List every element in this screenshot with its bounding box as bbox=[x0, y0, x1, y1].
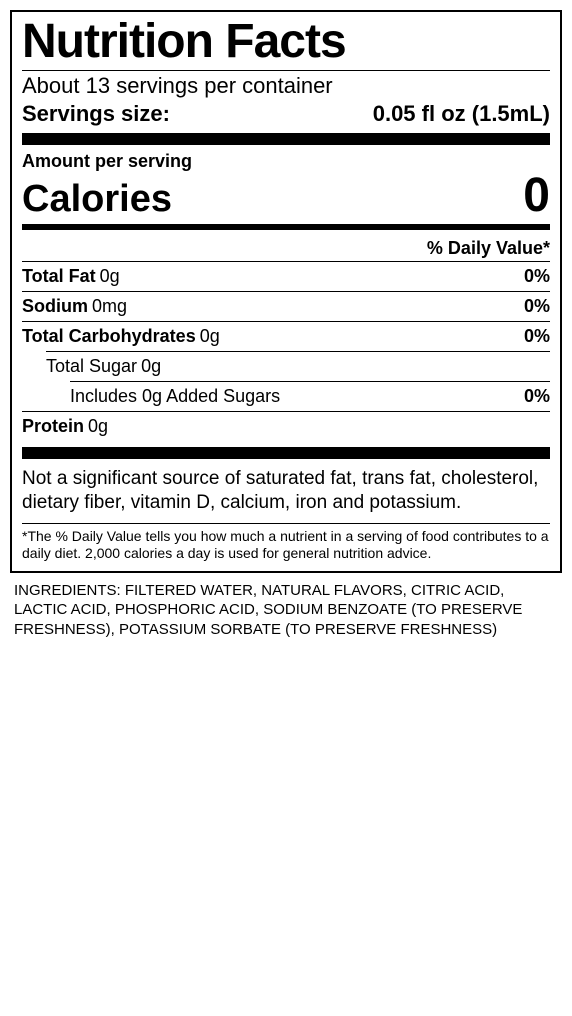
title: Nutrition Facts bbox=[22, 18, 550, 68]
nutrient-total-carb: Total Carbohydrates 0g 0% bbox=[22, 321, 550, 351]
nutrient-amount: 0g bbox=[141, 356, 161, 377]
serving-size-row: Servings size: 0.05 fl oz (1.5mL) bbox=[22, 101, 550, 127]
nutrient-sodium: Sodium 0mg 0% bbox=[22, 291, 550, 321]
nutrient-pct: 0% bbox=[524, 266, 550, 287]
not-significant-note: Not a significant source of saturated fa… bbox=[22, 467, 550, 515]
divider bbox=[22, 70, 550, 71]
thick-divider bbox=[22, 133, 550, 145]
dv-footnote: *The % Daily Value tells you how much a … bbox=[22, 523, 550, 563]
nutrient-pct: 0% bbox=[524, 296, 550, 317]
thick-divider bbox=[22, 447, 550, 459]
nutrient-amount: 0g bbox=[88, 416, 108, 437]
nutrient-name: Protein bbox=[22, 416, 84, 437]
nutrient-name: Total Carbohydrates bbox=[22, 326, 196, 347]
calories-label: Calories bbox=[22, 180, 172, 218]
nutrient-total-fat: Total Fat 0g 0% bbox=[22, 261, 550, 291]
nutrient-name: Total Sugar bbox=[46, 356, 137, 377]
daily-value-header: % Daily Value* bbox=[22, 234, 550, 261]
nutrient-protein: Protein 0g bbox=[22, 411, 550, 441]
amount-per-serving: Amount per serving bbox=[22, 151, 550, 172]
nutrient-name: Includes 0g Added Sugars bbox=[70, 386, 280, 407]
serving-size-label: Servings size: bbox=[22, 101, 170, 127]
nutrient-amount: 0mg bbox=[92, 296, 127, 317]
nutrient-amount: 0g bbox=[200, 326, 220, 347]
nutrient-name: Sodium bbox=[22, 296, 88, 317]
nutrient-pct: 0% bbox=[524, 386, 550, 407]
serving-size-value: 0.05 fl oz (1.5mL) bbox=[373, 101, 550, 127]
med-divider bbox=[22, 224, 550, 230]
nutrient-name: Total Fat bbox=[22, 266, 96, 287]
nutrition-label: Nutrition Facts About 13 servings per co… bbox=[10, 10, 562, 573]
nutrient-pct: 0% bbox=[524, 326, 550, 347]
ingredients: INGREDIENTS: FILTERED WATER, NATURAL FLA… bbox=[10, 581, 562, 640]
nutrient-added-sugars: Includes 0g Added Sugars 0% bbox=[22, 382, 550, 411]
nutrient-total-sugar: Total Sugar 0g bbox=[22, 352, 550, 381]
calories-value: 0 bbox=[523, 172, 550, 220]
servings-per-container: About 13 servings per container bbox=[22, 73, 550, 99]
nutrient-amount: 0g bbox=[100, 266, 120, 287]
calories-row: Calories 0 bbox=[22, 172, 550, 220]
